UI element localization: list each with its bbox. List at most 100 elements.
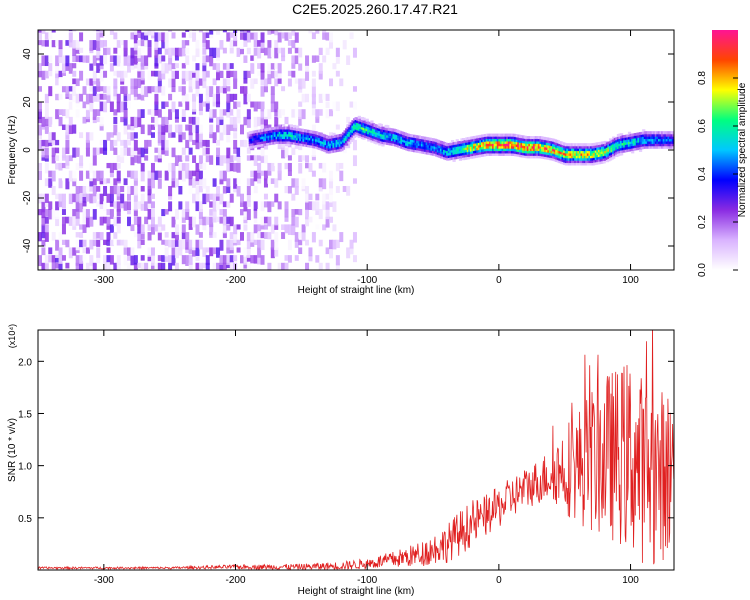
noise-cell [92, 55, 97, 66]
noise-cell [216, 193, 221, 201]
noise-cell [120, 78, 125, 85]
noise-cell [85, 101, 90, 111]
noise-cell [253, 40, 258, 48]
noise-cell [192, 55, 197, 62]
noise-cell [335, 162, 340, 172]
noise-cell [260, 124, 265, 131]
noise-cell [205, 147, 210, 155]
noise-cell [92, 262, 97, 270]
noise-cell [274, 216, 279, 226]
noise-cell [103, 262, 108, 270]
noise-cell [195, 132, 200, 143]
noise-cell [185, 201, 190, 213]
noise-cell [185, 255, 190, 266]
noise-cell [188, 32, 193, 39]
noise-cell [164, 239, 169, 247]
signal-cell [462, 138, 466, 141]
noise-cell [335, 239, 340, 248]
noise-cell [308, 201, 313, 211]
noise-cell [212, 109, 217, 118]
noise-cell [99, 178, 104, 185]
noise-cell [106, 178, 111, 184]
noise-cell [236, 116, 241, 124]
colorbar-ticks: 0.00.20.40.60.8 [697, 71, 738, 277]
noise-cell [246, 247, 251, 258]
noise-cell [274, 201, 279, 212]
signal-cell [608, 138, 613, 142]
noise-cell [178, 162, 183, 171]
noise-cell [298, 209, 303, 216]
noise-cell [332, 101, 337, 111]
noise-cell [239, 47, 244, 55]
noise-cell [144, 55, 149, 66]
noise-cell [48, 32, 53, 39]
noise-cell [96, 109, 101, 116]
noise-cell [219, 255, 224, 265]
noise-cell [65, 40, 70, 46]
noise-cell [161, 255, 166, 262]
noise-cell [246, 255, 251, 262]
noise-cell [133, 186, 138, 196]
noise-cell [147, 201, 152, 208]
noise-cell [41, 262, 46, 270]
noise-cell [202, 262, 207, 269]
noise-cell [181, 255, 186, 265]
noise-cell [239, 86, 244, 94]
noise-cell [311, 170, 316, 177]
noise-cell [38, 124, 42, 136]
noise-cell [51, 186, 56, 196]
noise-cell [38, 232, 42, 242]
noise-cell [82, 86, 87, 95]
snr-y-axis-label: SNR (10 * v/v) [7, 418, 18, 482]
signal-cell [672, 143, 674, 147]
noise-cell [58, 193, 63, 202]
noise-cell [195, 262, 200, 270]
noise-cell [267, 201, 272, 213]
noise-cell [133, 55, 138, 65]
noise-cell [260, 155, 265, 163]
noise-cell [61, 239, 66, 245]
noise-cell [260, 78, 265, 86]
noise-cell [322, 178, 327, 190]
noise-cell [168, 109, 173, 120]
noise-cell [253, 55, 258, 64]
y-tick-label: 1.0 [18, 462, 32, 473]
noise-cell [92, 209, 97, 220]
noise-cell [188, 147, 193, 155]
noise-cell [99, 139, 104, 146]
noise-cell [55, 55, 60, 67]
noise-cell [75, 232, 80, 238]
noise-cell [123, 201, 128, 211]
noise-cell [55, 201, 60, 211]
noise-cell [157, 132, 162, 144]
noise-cell [322, 30, 327, 33]
noise-cell [137, 232, 142, 242]
noise-cell [325, 32, 330, 41]
noise-cell [270, 63, 275, 70]
noise-cell [133, 155, 138, 163]
noise-cell [291, 193, 296, 201]
noise-cell [260, 255, 265, 265]
noise-cell [133, 147, 138, 155]
noise-cell [127, 186, 132, 194]
noise-cell [82, 55, 87, 63]
noise-cell [51, 124, 56, 131]
noise-cell [65, 216, 70, 224]
noise-cell [51, 232, 56, 241]
noise-cell [92, 232, 97, 240]
noise-cell [157, 55, 162, 64]
noise-cell [75, 186, 80, 195]
noise-cell [99, 216, 104, 226]
noise-cell [113, 162, 118, 171]
noise-cell [212, 30, 217, 32]
noise-cell [171, 86, 176, 93]
noise-cell [48, 209, 53, 220]
noise-cell [294, 186, 299, 195]
noise-cell [144, 147, 149, 154]
noise-cell [253, 239, 258, 246]
noise-cell [79, 93, 84, 102]
noise-cell [246, 262, 251, 270]
noise-cell [150, 124, 155, 130]
noise-cell [178, 86, 183, 92]
noise-cell [250, 255, 255, 264]
